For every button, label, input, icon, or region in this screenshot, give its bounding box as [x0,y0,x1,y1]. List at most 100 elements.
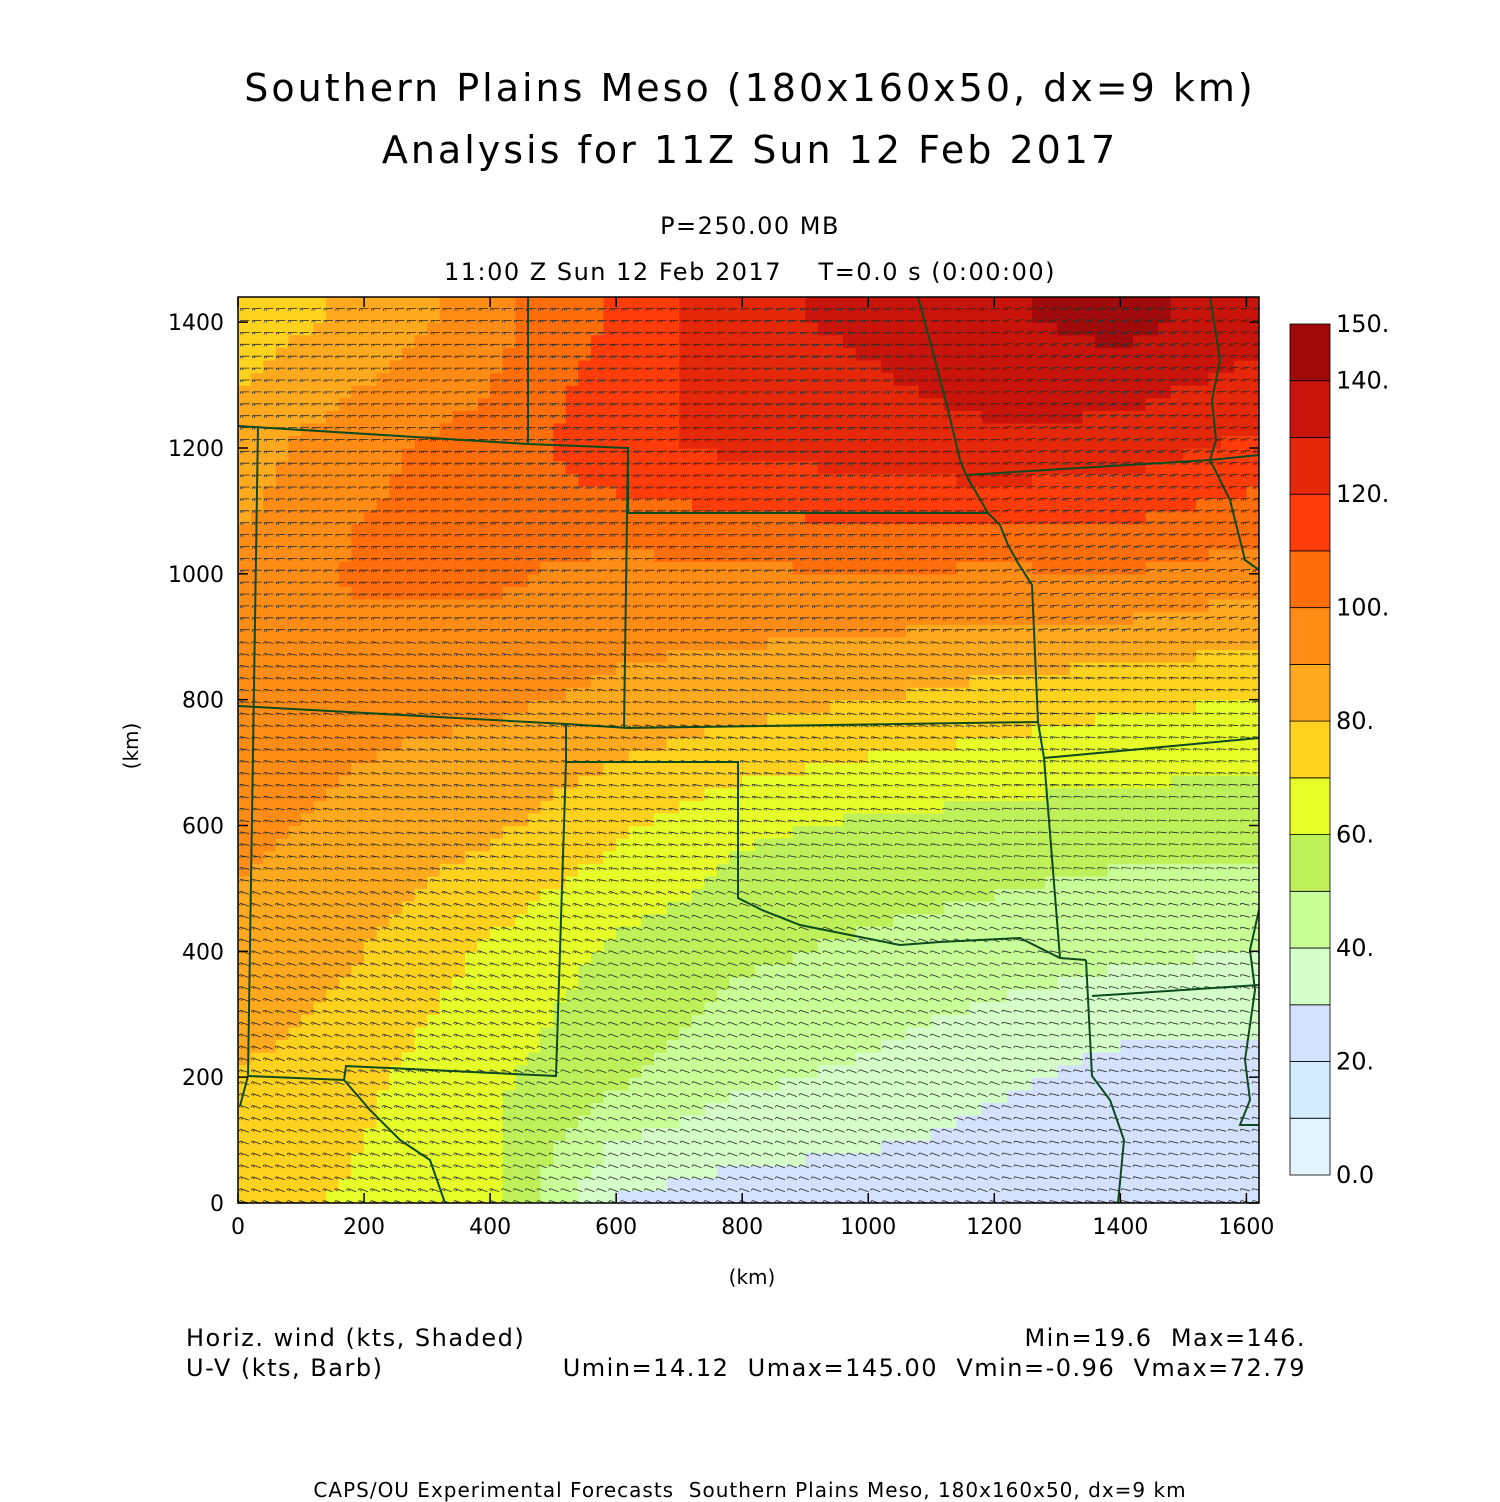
field-cell [477,699,491,713]
field-cell [275,913,289,927]
field-cell [313,573,327,587]
field-cell [868,913,882,927]
field-cell [313,938,327,952]
field-cell [439,485,453,499]
field-cell [565,951,579,965]
field-cell [1032,1001,1046,1015]
field-cell [817,661,831,676]
field-cell [338,523,352,537]
field-cell [238,473,252,487]
field-cell [729,1102,743,1116]
field-cell [288,800,302,814]
field-cell [1069,561,1084,575]
field-cell [452,649,466,663]
field-cell [1095,812,1109,827]
field-cell [906,1140,920,1154]
field-cell [666,334,680,348]
field-cell [641,888,655,902]
field-cell [628,1089,642,1103]
field-cell [981,372,995,386]
field-cell [376,926,390,940]
field-cell [313,750,327,764]
field-cell [326,1089,340,1103]
field-cell [452,812,466,827]
field-cell [906,1014,920,1028]
field-cell [616,661,630,676]
field-cell [918,422,932,436]
field-cell [326,699,340,713]
field-cell [590,372,605,386]
field-cell [515,787,529,801]
field-cell [502,687,516,701]
field-cell [654,737,668,751]
field-cell [906,800,920,814]
field-cell [742,812,756,827]
field-cell [389,548,403,562]
field-cell [906,1114,920,1129]
field-cell [263,699,277,713]
field-cell [679,435,693,449]
field-cell [1019,649,1033,663]
field-cell [590,460,605,474]
field-cell [313,1064,327,1078]
field-cell [843,674,857,688]
field-cell [868,410,882,424]
field-cell [439,938,453,952]
field-cell [578,800,592,814]
field-cell [401,372,416,386]
field-cell [527,573,542,587]
field-cell [893,573,907,587]
field-cell [830,888,844,902]
field-cell [288,435,302,449]
field-cell [956,888,970,902]
field-cell [263,787,277,801]
field-cell [288,1014,302,1028]
field-cell [654,448,668,462]
field-cell [628,624,642,638]
field-cell [918,410,932,424]
field-cell [1057,1089,1071,1103]
field-cell [401,561,416,575]
field-cell [301,750,315,764]
field-cell [893,359,907,374]
field-cell [729,1114,743,1129]
field-cell [918,863,932,877]
field-cell [288,1190,302,1203]
field-cell [691,888,705,902]
field-cell [313,838,327,852]
field-cell [931,875,945,889]
field-cell [1095,875,1109,889]
field-cell [364,1177,378,1191]
field-cell [868,1014,882,1028]
field-cell [565,1001,579,1015]
field-cell [1095,322,1109,336]
field-cell [351,674,365,688]
field-cell [590,812,605,827]
field-cell [1057,636,1071,650]
field-cell [742,863,756,877]
field-cell [288,1039,302,1053]
field-cell [351,297,365,311]
field-cell [679,636,693,650]
field-cell [288,372,302,386]
field-cell [288,410,302,424]
field-cell [691,347,705,361]
field-cell [338,674,352,688]
field-cell [906,888,920,902]
field-cell [805,1102,819,1116]
field-cell [830,901,844,915]
field-cell [351,334,365,348]
field-cell [238,334,252,348]
field-cell [742,951,756,965]
field-cell [628,536,642,550]
field-cell [994,661,1008,676]
field-cell [578,1114,592,1129]
field-cell [439,347,453,361]
field-cell [351,435,365,449]
field-cell [326,510,340,525]
field-cell [477,372,491,386]
field-cell [452,951,466,965]
field-cell [754,812,768,827]
field-cell [981,1089,995,1103]
field-cell [364,611,378,625]
